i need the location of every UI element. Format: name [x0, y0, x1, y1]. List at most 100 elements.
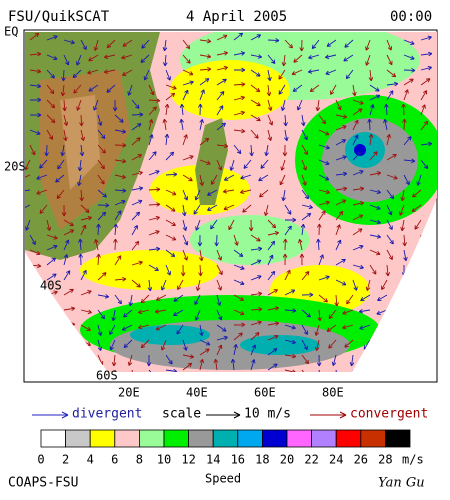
lat-label: 60S	[96, 369, 118, 383]
colorbar-tick: 10	[157, 453, 171, 467]
wind-arrow	[233, 332, 243, 341]
wind-arrow	[301, 144, 308, 155]
wind-arrow	[29, 321, 42, 327]
wind-arrow	[131, 240, 140, 251]
wind-arrow	[402, 234, 407, 247]
color-box	[138, 429, 165, 448]
map-frame	[23, 29, 438, 383]
wind-arrow	[63, 349, 75, 356]
wind-arrow	[369, 151, 378, 161]
wind-arrow	[80, 129, 86, 142]
wind-arrow	[80, 269, 87, 281]
wind-arrow	[369, 219, 381, 225]
wind-arrow	[113, 238, 118, 251]
wind-arrow	[386, 81, 399, 87]
wind-arrow	[352, 186, 365, 192]
wind-arrow	[335, 125, 347, 131]
wind-arrow	[60, 144, 66, 157]
wind-arrow	[182, 219, 188, 231]
wind-arrow	[79, 114, 84, 127]
wind-arrow	[97, 324, 103, 336]
wind-arrow	[233, 309, 245, 316]
wind-arrow	[206, 189, 218, 196]
wind-arrow	[80, 204, 90, 213]
wind-arrow	[250, 234, 261, 242]
wind-arrow	[114, 114, 124, 123]
wind-arrow	[182, 354, 195, 359]
wind-arrow	[384, 103, 389, 116]
wind-arrow	[233, 249, 244, 257]
wind-arrow	[282, 144, 288, 157]
wind-arrow	[87, 69, 99, 75]
lon-label: 60E	[254, 386, 276, 400]
wind-arrow	[352, 279, 358, 291]
wind-arrow	[147, 279, 153, 292]
wind-arrow	[282, 253, 288, 266]
wind-arrow	[97, 129, 106, 140]
wind-arrow	[63, 219, 74, 227]
wind-arrow	[318, 369, 323, 372]
wind-arrow	[44, 144, 49, 157]
wind-arrow	[199, 78, 210, 86]
wind-arrow	[230, 358, 236, 371]
wind-arrow	[199, 159, 211, 165]
wind-arrow	[243, 159, 252, 169]
wind-arrow	[267, 69, 272, 82]
wind-arrow	[250, 359, 256, 371]
wind-arrow	[46, 114, 56, 124]
wind-arrow	[328, 339, 337, 349]
wind-arrow	[308, 54, 320, 60]
wind-arrow	[399, 279, 405, 291]
lon-label: 40E	[186, 386, 208, 400]
wind-arrow	[420, 65, 432, 71]
wind-arrow	[25, 174, 31, 181]
wind-arrow	[307, 69, 320, 74]
wind-arrow	[94, 238, 99, 251]
wind-arrow	[63, 322, 76, 327]
wind-arrow	[109, 324, 116, 335]
wind-arrow	[122, 69, 133, 76]
wind-arrow	[78, 253, 84, 266]
wind-arrow	[418, 358, 423, 371]
wind-arrow	[420, 159, 429, 170]
wind-arrow	[194, 189, 201, 201]
wind-arrow	[281, 54, 287, 67]
colorbar-tick: 24	[329, 453, 343, 467]
wind-arrow	[216, 159, 223, 171]
colorbar-title: Speed	[205, 472, 241, 486]
colorbar-tick: 0	[37, 453, 44, 467]
wind-arrow	[386, 153, 397, 161]
wind-arrow	[114, 255, 122, 266]
wind-arrow	[216, 122, 226, 131]
wind-arrow	[284, 353, 297, 359]
wind-arrow	[352, 244, 364, 251]
lat-label: 20S	[4, 160, 26, 174]
wind-arrow	[138, 324, 150, 330]
wind-arrow	[25, 204, 31, 211]
wind-arrow	[233, 32, 244, 41]
wind-arrow	[318, 210, 326, 221]
wind-arrow	[63, 288, 74, 296]
wind-arrow	[114, 294, 122, 305]
wind-arrow	[60, 84, 66, 97]
wind-arrow	[148, 369, 157, 372]
map-field	[25, 32, 437, 372]
wind-arrow	[182, 234, 189, 246]
wind-arrow	[63, 270, 71, 281]
wind-arrow	[403, 359, 410, 371]
wind-arrow	[300, 223, 306, 236]
wind-arrow	[292, 84, 303, 92]
wind-arrow	[420, 120, 429, 131]
wind-arrow	[420, 141, 433, 147]
wind-arrow	[199, 348, 210, 356]
wind-arrow	[403, 339, 413, 348]
wind-arrow	[80, 224, 87, 236]
color-box	[40, 429, 67, 448]
wind-arrow	[342, 309, 354, 315]
wind-arrow	[46, 129, 54, 140]
wind-arrow	[29, 51, 42, 57]
wind-arrow	[114, 199, 126, 206]
wind-arrow	[148, 170, 160, 176]
wind-arrow	[194, 309, 201, 321]
wind-arrow	[250, 259, 262, 266]
